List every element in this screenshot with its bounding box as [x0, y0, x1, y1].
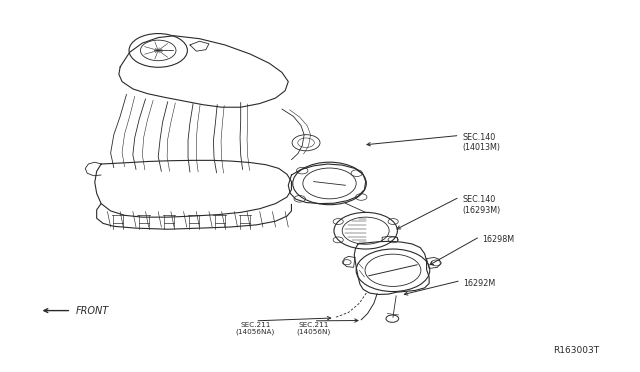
Text: SEC.140
(16293M): SEC.140 (16293M): [463, 195, 501, 215]
Text: R163003T: R163003T: [553, 346, 599, 355]
Text: SEC.211
(14056N): SEC.211 (14056N): [296, 321, 331, 335]
Text: SEC.211
(14056NA): SEC.211 (14056NA): [236, 321, 275, 335]
Text: FRONT: FRONT: [76, 305, 109, 315]
Text: SEC.140
(14013M): SEC.140 (14013M): [463, 133, 500, 152]
Text: 16298M: 16298M: [482, 235, 514, 244]
Text: 16292M: 16292M: [463, 279, 495, 288]
